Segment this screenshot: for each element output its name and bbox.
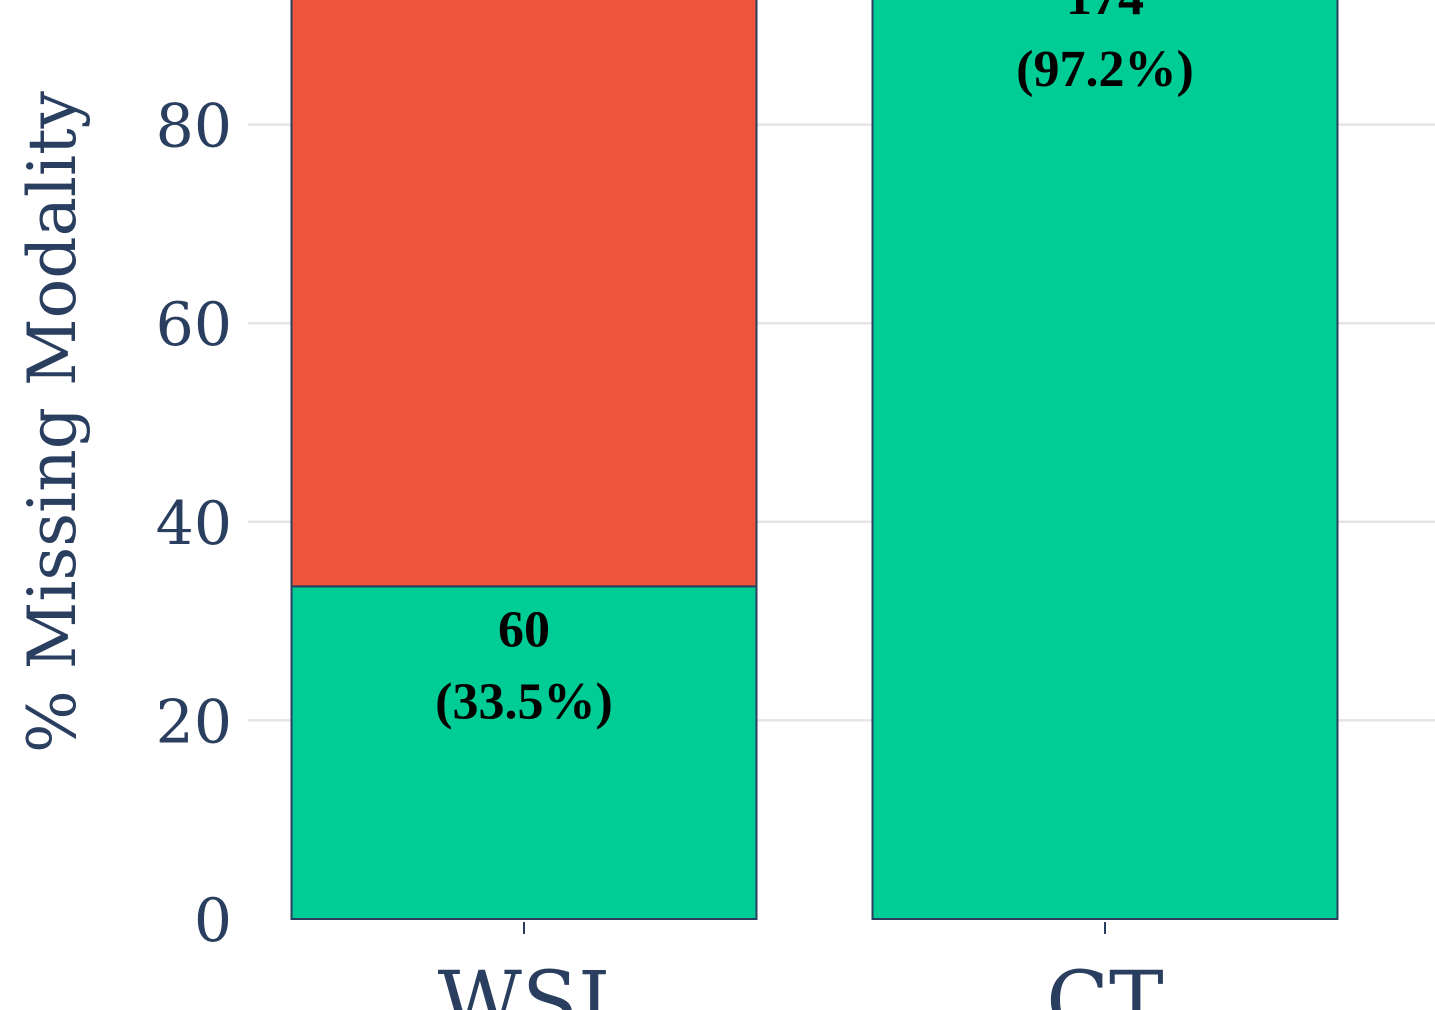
x-tick-label-ct: CT [1046, 955, 1163, 1010]
bar-percent-label: (33.5%) [435, 673, 613, 730]
y-tick-label: 0 [194, 886, 232, 956]
axes: 0 20 40 60 80 WSI CT [156, 92, 1164, 1010]
bar-count-label: 60 [498, 601, 550, 658]
bar-ct-segment-0 [871, 0, 1339, 920]
y-tick-label: 20 [156, 687, 232, 757]
bar-percent-label: (97.2%) [1016, 41, 1194, 98]
bar-labels: 60(33.5%)174(97.2%)(66.5%) [435, 0, 1194, 730]
bar-wsi-segment-0 [290, 585, 758, 920]
y-axis-title: % Missing Modality [14, 90, 91, 753]
y-tick-label: 80 [156, 92, 232, 162]
y-tick-label: 60 [156, 290, 232, 360]
bar-wsi-segment-1 [290, 0, 758, 588]
bars [290, 0, 1339, 920]
y-tick-label: 40 [156, 489, 232, 559]
bar-count-label: 174 [1066, 0, 1144, 26]
x-tick-label-wsi: WSI [438, 955, 611, 1010]
